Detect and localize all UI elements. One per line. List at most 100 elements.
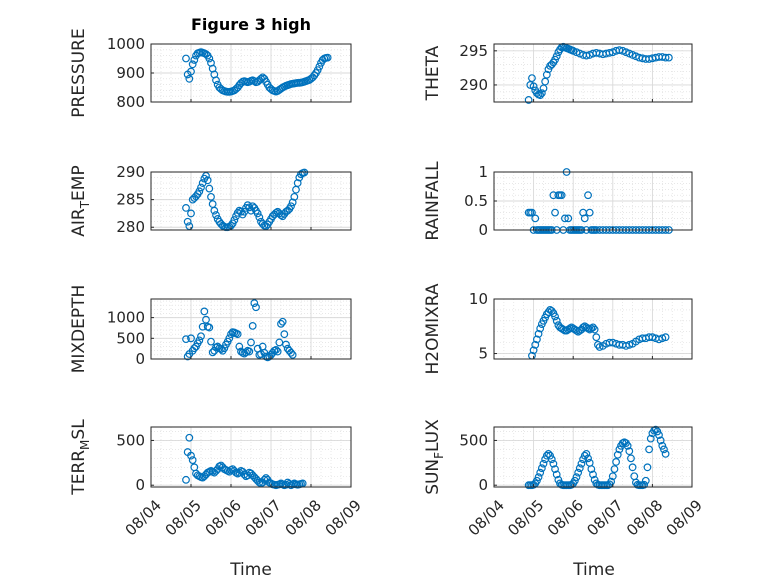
data-point (552, 316, 561, 325)
data-point (207, 192, 215, 201)
data-point (197, 332, 205, 341)
data-point (247, 338, 255, 347)
data-point (552, 470, 561, 479)
data-point (665, 53, 673, 62)
data-point (557, 191, 566, 200)
x-tick-label: 08/08 (282, 496, 325, 539)
data-point (528, 74, 536, 83)
data-point (646, 434, 655, 443)
x-axis-label-right: Time (572, 560, 615, 580)
y-axis-label: PRESSURE (69, 28, 89, 117)
data-point (590, 325, 599, 334)
data-point (587, 324, 596, 333)
y-tick-label: 0 (478, 476, 488, 494)
subplot-h2omixra: 5 10 H2OMIXRA (423, 283, 693, 375)
y-axis-label: TERRMSL (69, 419, 92, 496)
data-point (531, 214, 540, 223)
data-point (661, 333, 670, 342)
data-point (592, 333, 601, 342)
subplot-theta: 290 295 THETA (423, 42, 693, 104)
plot-area (151, 172, 351, 230)
data-point (190, 56, 199, 64)
y-tick-label: 10 (469, 290, 488, 308)
data-point (248, 321, 257, 330)
data-point (653, 427, 662, 436)
data-point (531, 340, 540, 349)
data-point (230, 216, 239, 224)
y-axis-label: THETA (423, 45, 443, 101)
y-tick-label: 500 (116, 329, 145, 347)
x-tick-label: 08/04 (122, 496, 165, 539)
data-point (529, 346, 538, 355)
axes-box (493, 43, 693, 103)
data-point (534, 330, 543, 338)
data-point (290, 192, 299, 201)
data-point (275, 338, 284, 347)
data-point (288, 350, 297, 359)
data-point (205, 54, 214, 63)
data-point (528, 208, 536, 217)
x-tick-label: 08/05 (504, 496, 547, 539)
data-point (645, 445, 653, 454)
data-point (210, 206, 219, 215)
data-point (625, 447, 634, 456)
y-axis-label: SUNFLUX (423, 419, 446, 495)
data-point (233, 330, 242, 339)
x-tick-label: 08/06 (544, 496, 587, 539)
data-point (544, 308, 553, 316)
data-point (245, 347, 254, 356)
data-point (551, 208, 559, 217)
data-point (584, 191, 592, 200)
x-tick-label: 08/05 (162, 496, 205, 539)
data-point (612, 458, 620, 466)
data-point (253, 209, 262, 218)
data-point (195, 336, 204, 345)
data-point (622, 342, 630, 350)
data-point (217, 345, 225, 353)
data-point (607, 477, 616, 486)
data-point (315, 62, 324, 71)
data-point (610, 465, 619, 473)
data-point (187, 451, 195, 460)
data-point (207, 337, 215, 346)
data-point (235, 468, 244, 477)
x-tick-label: 08/09 (663, 496, 706, 539)
data-point (220, 344, 229, 353)
data-point (561, 214, 569, 223)
data-point (182, 475, 190, 484)
data-point (252, 303, 260, 312)
data-point (547, 307, 556, 315)
data-point (577, 459, 586, 468)
x-tick-label: 08/04 (465, 496, 508, 539)
subplot-rainfall: 0 0.5 1 RAINFALL (423, 161, 693, 241)
data-point (574, 468, 583, 477)
data-point (182, 204, 190, 212)
data-point (235, 342, 244, 351)
data-point (572, 326, 581, 335)
data-point (529, 82, 538, 91)
x-axis-label-left: Time (229, 560, 272, 580)
data-point (182, 335, 190, 344)
data-point (570, 476, 579, 485)
y-axis-label: RAINFALL (423, 161, 443, 241)
data-point (243, 201, 252, 210)
y-tick-label: 5 (478, 345, 488, 363)
data-point (564, 214, 573, 223)
data-point (579, 323, 587, 332)
figure-title: Figure 3 high (191, 15, 311, 34)
data-point (658, 441, 667, 450)
data-point (589, 323, 597, 332)
data-point (203, 176, 212, 185)
data-point (242, 348, 250, 357)
data-point (534, 473, 543, 482)
x-tick-label: 08/09 (322, 496, 365, 539)
data-point (536, 468, 545, 477)
data-point (287, 348, 295, 357)
y-axis-label: MIXDEPTH (69, 285, 89, 374)
y-tick-label: 900 (116, 64, 145, 82)
data-point (537, 89, 546, 98)
data-point (185, 74, 194, 83)
y-axis-label: AIRTEMP (69, 165, 92, 236)
data-point (551, 465, 559, 473)
data-point (300, 168, 309, 177)
